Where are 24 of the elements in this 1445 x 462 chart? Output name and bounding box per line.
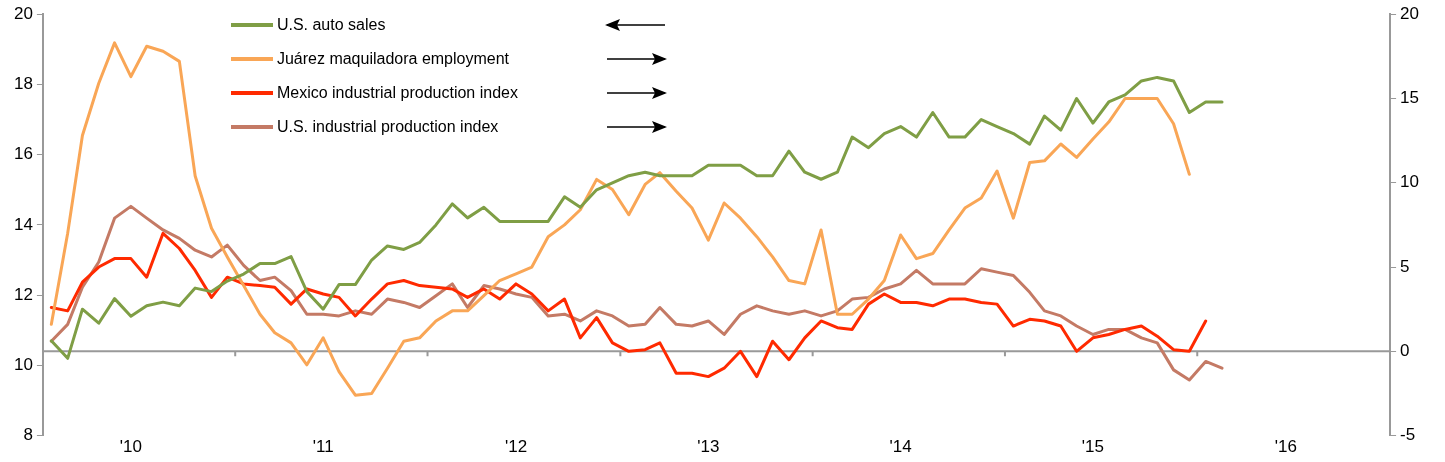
y-tick-label: 12 bbox=[13, 284, 33, 304]
x-tick-label: '12 bbox=[504, 437, 528, 457]
y-tick-label: 8 bbox=[23, 425, 33, 445]
y2-tick-label: 0 bbox=[1400, 341, 1410, 361]
y2-tick-label: 20 bbox=[1400, 3, 1420, 23]
x-tick-label: '10 bbox=[119, 437, 142, 457]
x-tick-label: '13 bbox=[697, 437, 720, 457]
y2-tick-label: -5 bbox=[1400, 425, 1416, 445]
y-tick-label: 14 bbox=[13, 214, 33, 234]
x-tick-label: '16 bbox=[1274, 437, 1297, 457]
y-tick-label: 16 bbox=[13, 144, 33, 164]
x-tick-label: '11 bbox=[312, 437, 334, 457]
x-tick-label: '15 bbox=[1081, 437, 1105, 457]
x-tick-label: '14 bbox=[889, 437, 912, 457]
legend-label: Juárez maquiladora employment bbox=[276, 50, 511, 69]
legend-label: U.S. industrial production index bbox=[276, 118, 500, 137]
legend-label: Mexico industrial production index bbox=[276, 84, 519, 103]
y2-tick-label: 15 bbox=[1400, 88, 1420, 108]
y2-tick-label: 5 bbox=[1400, 256, 1410, 276]
y2-tick-label: 10 bbox=[1400, 172, 1420, 192]
y-tick-label: 20 bbox=[13, 3, 33, 23]
y-tick-label: 18 bbox=[13, 74, 33, 94]
y-tick-label: 10 bbox=[13, 355, 33, 375]
legend-label: U.S. auto sales bbox=[276, 16, 387, 35]
